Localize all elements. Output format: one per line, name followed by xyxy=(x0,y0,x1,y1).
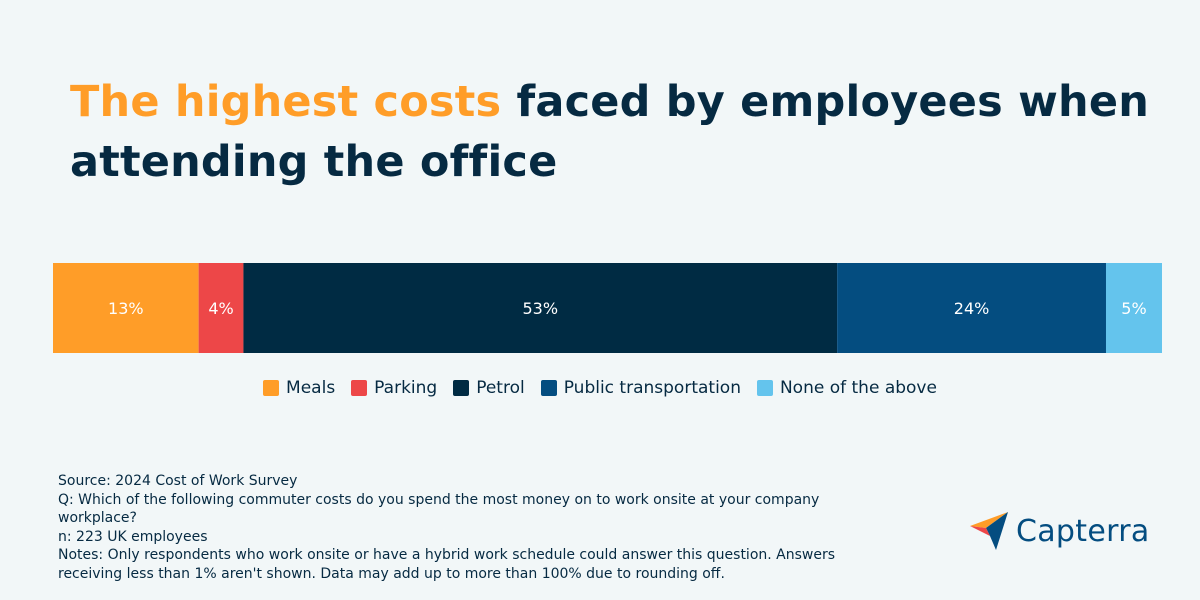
legend-item-meals: Meals xyxy=(263,378,335,398)
title-rest: faced by employees when attending the of… xyxy=(70,77,1150,187)
data-label-parking: 4% xyxy=(208,299,233,318)
legend-label: Petrol xyxy=(476,378,525,398)
capterra-logo: Capterra xyxy=(968,510,1150,552)
data-label-meals: 13% xyxy=(108,299,144,318)
bar-segment-petrol xyxy=(243,263,838,353)
title-highlight: The highest costs xyxy=(70,77,502,127)
legend-label: None of the above xyxy=(779,378,937,398)
source-note: Source: 2024 Cost of Work Survey xyxy=(58,473,298,489)
data-label-petrol: 53% xyxy=(523,299,559,318)
legend-label: Parking xyxy=(374,378,438,398)
legend-item-public-transportation: Public transportation xyxy=(540,378,741,398)
legend-item-petrol: Petrol xyxy=(453,378,525,398)
legend-item-none-of-the-above: None of the above xyxy=(756,378,937,398)
capterra-wordmark: Capterra xyxy=(1016,513,1150,549)
data-label-none-of-the-above: 5% xyxy=(1121,299,1146,318)
bar-segment-parking xyxy=(198,263,244,353)
legend-swatch xyxy=(540,380,557,396)
bar-segment-public-transportation xyxy=(837,263,1106,353)
sample-note: n: 223 UK employees xyxy=(58,528,208,545)
bar-segment-meals xyxy=(53,263,199,353)
legend-swatch xyxy=(263,380,280,396)
legend-label: Meals xyxy=(286,378,336,398)
legend-swatch xyxy=(756,380,773,396)
chart-notes: Source: 2024 Cost of Work Survey Q: Whic… xyxy=(58,472,898,583)
legend-swatch xyxy=(453,380,470,396)
legend-swatch xyxy=(351,380,368,396)
bar-segment-none-of-the-above xyxy=(1105,263,1162,353)
capterra-arrow-icon xyxy=(970,512,1008,550)
data-label-public-transportation: 24% xyxy=(954,299,990,318)
rounding-note: Notes: Only respondents who work onsite … xyxy=(58,547,836,582)
chart-legend: Meals Parking Petrol Public transportation N… xyxy=(0,378,1200,398)
legend-item-parking: Parking xyxy=(351,378,437,398)
legend-label: Public transportation xyxy=(563,378,741,398)
question-note: Q: Which of the following commuter costs… xyxy=(58,491,820,527)
chart-title: The highest costs faced by employees whe… xyxy=(70,72,1170,192)
